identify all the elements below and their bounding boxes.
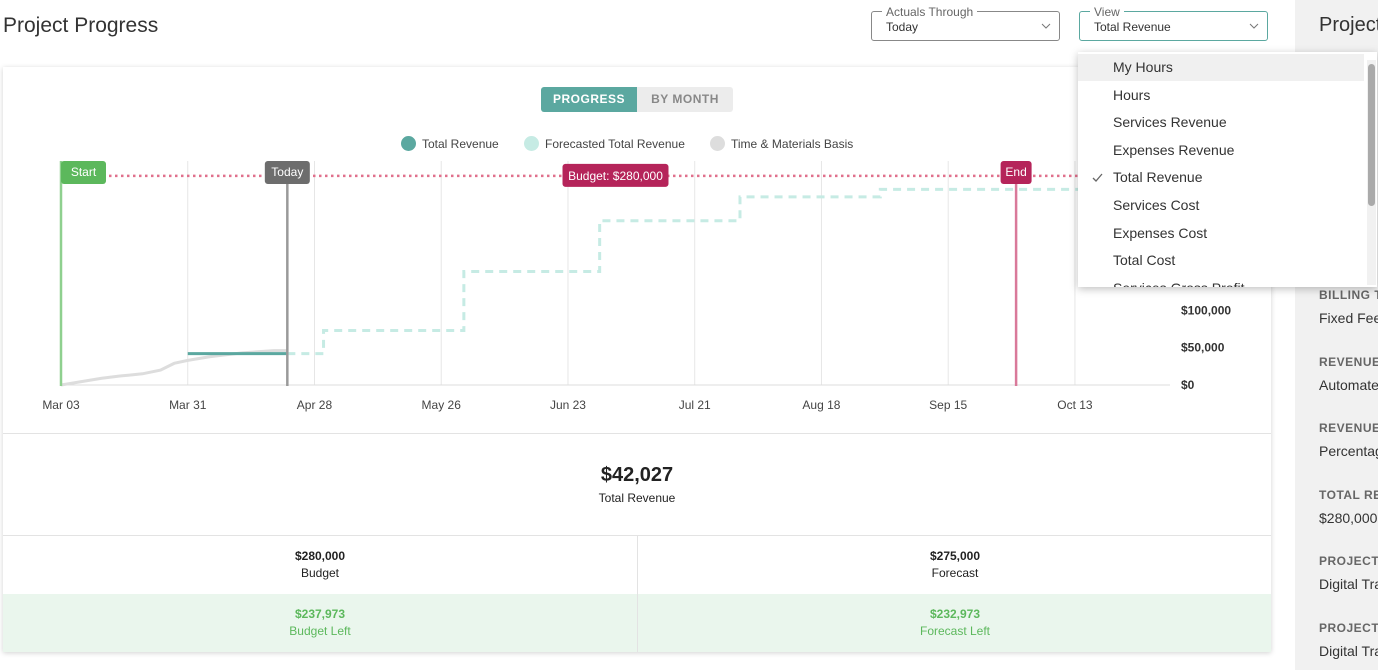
tab[interactable]: PROGRESS — [541, 87, 637, 112]
menu-option[interactable]: Expenses Cost — [1113, 224, 1208, 241]
side-label: BILLING T — [1319, 288, 1378, 302]
side-label: PROJECT — [1319, 554, 1378, 568]
x-tick-label: Jul 21 — [679, 398, 711, 412]
cell-label: Budget Left — [289, 624, 351, 638]
summary: $42,027 Total Revenue — [3, 464, 1271, 505]
cell-value: $280,000 — [294, 549, 346, 563]
x-tick-label: Aug 18 — [802, 398, 840, 412]
marker-label: Start — [71, 165, 97, 179]
cell-label: Forecast Left — [919, 624, 991, 638]
x-tick-label: Mar 31 — [169, 398, 207, 412]
legend-dot — [524, 136, 539, 151]
side-title: Project — [1319, 14, 1378, 36]
side-value: $280,000 — [1319, 509, 1378, 526]
summary-value: $42,027 — [600, 464, 674, 486]
x-tick-label: Apr 28 — [297, 398, 333, 412]
view-menu: My Hours Hours Services Revenue Expenses Re… — [1078, 52, 1377, 287]
marker-label: Today — [271, 165, 303, 179]
legend-label: Time & Materials Basis — [731, 136, 854, 151]
summary-label: Total Revenue — [598, 491, 676, 505]
budget-label: Budget: $280,000 — [568, 169, 663, 183]
x-tick-label: Jun 23 — [550, 398, 586, 412]
side-label: REVENUE — [1319, 354, 1378, 369]
chevron — [1249, 23, 1259, 29]
legend-dot — [401, 136, 416, 151]
legend-dot — [710, 136, 725, 151]
divider — [3, 433, 1271, 434]
side-value: Digital Tra — [1319, 642, 1378, 659]
select-value: Today — [886, 20, 919, 34]
legend-item: Time & Materials Basis — [710, 136, 853, 151]
menu-option[interactable]: Services Gross Profit — [1078, 275, 1364, 287]
menu-option[interactable]: Services Cost — [1113, 197, 1200, 213]
budget-tag — [562, 163, 669, 187]
menu-option[interactable]: Services Revenue — [1113, 114, 1227, 131]
cell-value: $237,973 — [294, 607, 346, 621]
y-tick-label: $100,000 — [1181, 303, 1231, 317]
marker-tag — [1000, 161, 1032, 184]
page-title: Project Progress — [3, 14, 159, 37]
menu-option[interactable]: Expenses Revenue — [1113, 141, 1235, 158]
cell: $232,973 Forecast Left — [638, 607, 1272, 638]
scrollbar-thumb[interactable] — [1368, 64, 1375, 206]
side-label: REVENUE — [1319, 421, 1378, 435]
x-tick-label: Sep 15 — [929, 398, 967, 412]
x-tick-label: Oct 13 — [1057, 398, 1093, 412]
y-tick-label: $50,000 — [1181, 341, 1225, 355]
legend-item: Total Revenue — [401, 136, 499, 151]
side-label: TOTAL RE — [1319, 487, 1378, 502]
select-label: Actuals Through — [882, 5, 978, 19]
view-select[interactable]: View Total Revenue — [1079, 5, 1268, 41]
cell: $275,000 Forecast — [638, 549, 1272, 580]
side-value: Fixed Fee — [1319, 310, 1378, 326]
menu-option[interactable]: Hours — [1113, 86, 1151, 103]
legend-label: Total Revenue — [422, 136, 499, 151]
select-label: View — [1090, 5, 1124, 19]
marker-tag — [264, 161, 310, 184]
menu-option[interactable]: Total Revenue — [1078, 164, 1364, 191]
series-line — [287, 181, 1112, 356]
y-tick-label: $0 — [1181, 378, 1195, 392]
tab[interactable]: BY MONTH — [637, 87, 733, 112]
cell: $237,973 Budget Left — [3, 607, 637, 638]
side-value: Percentag — [1319, 443, 1378, 459]
marker-tag — [61, 161, 106, 184]
cell-label: Budget — [300, 566, 340, 580]
divider — [3, 535, 1271, 536]
cell: $280,000 Budget — [3, 549, 637, 580]
cell-value: $275,000 — [929, 549, 981, 563]
legend-item: Forecasted Total Revenue — [524, 136, 685, 151]
side-label: PROJECT — [1319, 620, 1378, 635]
chevron — [1041, 23, 1051, 29]
side-value: Digital Tra — [1319, 576, 1378, 592]
x-tick-label: May 26 — [422, 398, 462, 412]
divider — [637, 536, 638, 652]
side-value: Automate — [1319, 376, 1378, 393]
check-icon — [1092, 173, 1103, 183]
cell-value: $232,973 — [929, 607, 981, 621]
select-value: Total Revenue — [1094, 20, 1171, 34]
legend-label: Forecasted Total Revenue — [545, 136, 685, 151]
menu-option[interactable]: Total Cost — [1113, 252, 1176, 269]
actuals-select[interactable]: Actuals Through Today — [871, 5, 1060, 41]
cell-label: Forecast — [931, 566, 979, 580]
menu-option[interactable]: My Hours — [1078, 54, 1364, 81]
x-tick-label: Mar 03 — [42, 398, 80, 412]
marker-label: End — [1005, 165, 1026, 179]
series-line — [60, 349, 288, 387]
chart: Mar 03 Mar 31 Apr 28 May 26 Jun 23 Jul 21 Aug … — [42, 161, 1231, 412]
